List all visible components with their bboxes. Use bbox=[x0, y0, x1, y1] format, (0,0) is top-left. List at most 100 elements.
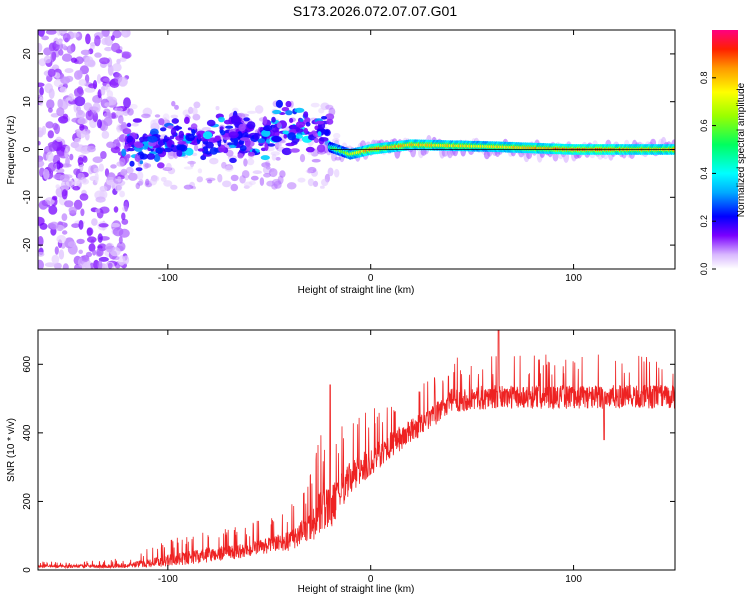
spectrogram-cell bbox=[283, 134, 288, 139]
spectrogram-cell bbox=[61, 53, 73, 62]
spectrogram-cell bbox=[169, 135, 175, 140]
spectrogram-cell bbox=[38, 140, 41, 146]
spectrogram-cell bbox=[275, 156, 281, 161]
colorbar-tick-label: 0.4 bbox=[699, 167, 709, 180]
spectrogram-cell bbox=[243, 158, 248, 167]
spectrogram-cell bbox=[43, 55, 52, 64]
spectrogram-cell bbox=[95, 196, 106, 203]
spectrogram-cell bbox=[94, 172, 99, 184]
spectrogram-cell bbox=[184, 147, 194, 156]
spectrogram-cell bbox=[45, 30, 57, 35]
spectrogram-cell bbox=[153, 153, 161, 163]
spectrogram-cell bbox=[193, 101, 201, 109]
spectrogram-cell bbox=[303, 127, 309, 134]
spectrogram-cell bbox=[147, 135, 158, 143]
spectrogram-cell bbox=[38, 200, 48, 210]
spectrogram-cell bbox=[126, 154, 131, 159]
spectrogram-xlabel: Height of straight line (km) bbox=[298, 285, 415, 296]
spectrogram-cell bbox=[86, 227, 94, 236]
spectrogram-ytick-label: -20 bbox=[22, 237, 33, 252]
spectrogram-cell bbox=[197, 168, 203, 174]
spectrogram-cell bbox=[119, 57, 127, 62]
spectrogram-cell bbox=[107, 64, 114, 76]
spectrogram-cell bbox=[230, 183, 239, 192]
spectrogram-cell bbox=[73, 168, 80, 176]
spectrogram-cell bbox=[132, 118, 142, 123]
spectrogram-cell bbox=[43, 168, 50, 180]
spectrogram-cell bbox=[76, 127, 87, 139]
spectrogram-cell bbox=[307, 178, 314, 187]
snr-axes: -100 0 100 0 200 400 600 bbox=[22, 330, 675, 585]
spectrogram-cell bbox=[96, 74, 102, 84]
spectrogram-cell bbox=[318, 107, 325, 114]
spectrogram-cell bbox=[325, 113, 335, 121]
spectrogram-cell bbox=[144, 163, 152, 169]
spectrogram-cell bbox=[240, 113, 250, 118]
spectrogram-cell bbox=[183, 184, 194, 190]
spectrogram-cell bbox=[97, 119, 102, 129]
spectrogram-cell bbox=[295, 121, 306, 128]
spectrogram-cell bbox=[47, 130, 54, 139]
spectrogram-cell bbox=[62, 113, 68, 120]
spectrogram-cell bbox=[43, 47, 52, 56]
spectrogram-cell bbox=[279, 170, 286, 178]
spectrogram-cell bbox=[88, 59, 96, 68]
spectrogram-cell bbox=[38, 42, 43, 53]
spectrogram-cell bbox=[159, 139, 164, 147]
spectrogram-cell bbox=[141, 113, 151, 119]
spectrogram-cell bbox=[66, 45, 75, 54]
colorbar: 0.0 0.2 0.4 0.6 0.8 Normalized spectral ampl… bbox=[699, 30, 747, 275]
spectrogram-cell bbox=[49, 221, 59, 230]
spectrogram-cell bbox=[98, 223, 109, 228]
spectrogram-cell bbox=[138, 136, 149, 143]
spectrogram-cell bbox=[82, 155, 88, 163]
spectrogram-cell bbox=[64, 200, 74, 208]
spectrogram-cell bbox=[150, 175, 160, 182]
spectrogram-cell bbox=[38, 159, 45, 168]
spectrogram-cell bbox=[46, 99, 55, 109]
spectrogram-cell bbox=[327, 167, 334, 177]
spectrogram-cell bbox=[131, 122, 139, 127]
spectrogram-cell bbox=[94, 35, 101, 47]
spectrogram-cell bbox=[129, 160, 135, 167]
spectrogram-cell bbox=[275, 142, 282, 148]
spectrogram-cell bbox=[116, 183, 122, 191]
spectrogram-cell bbox=[44, 262, 56, 268]
spectrogram-cell bbox=[218, 116, 225, 123]
spectrogram-cell bbox=[121, 148, 127, 157]
spectrogram-cell bbox=[241, 170, 250, 179]
spectrogram-cell bbox=[185, 133, 195, 142]
spectrogram-cell bbox=[307, 151, 314, 155]
spectrogram-cell bbox=[282, 130, 290, 135]
spectrogram-cell bbox=[97, 260, 103, 269]
spectrogram-cell bbox=[215, 106, 220, 111]
snr-xtick-label: 0 bbox=[368, 574, 374, 585]
spectrogram-cell bbox=[114, 107, 123, 112]
spectrogram-cell bbox=[123, 97, 131, 109]
spectrogram-cell bbox=[38, 251, 45, 257]
spectrogram-cell bbox=[323, 140, 330, 154]
spectrogram-cell bbox=[85, 33, 91, 45]
spectrogram-cell bbox=[206, 179, 213, 184]
spectrogram-cell bbox=[122, 30, 127, 37]
spectrogram-cell bbox=[239, 145, 247, 152]
spectrogram-cell bbox=[272, 109, 282, 115]
spectrogram-cell bbox=[46, 151, 54, 162]
spectrogram-cell bbox=[54, 123, 60, 135]
spectrogram-cell bbox=[275, 99, 283, 108]
spectrogram-cell bbox=[285, 142, 296, 147]
spectrogram-cell bbox=[56, 136, 62, 142]
spectrogram-xtick-label: 100 bbox=[565, 273, 582, 284]
spectrogram-cell bbox=[119, 157, 126, 167]
spectrogram-cell bbox=[209, 157, 219, 165]
spectrogram-cell bbox=[61, 189, 68, 200]
spectrogram-cell bbox=[276, 122, 282, 129]
spectrogram-cell bbox=[76, 238, 85, 245]
spectrogram-cell bbox=[263, 173, 272, 178]
colorbar-tick-label: 0.0 bbox=[699, 263, 709, 276]
spectrogram-cell bbox=[120, 168, 128, 176]
spectrogram-cell bbox=[74, 137, 81, 144]
spectrogram-cell bbox=[246, 158, 255, 166]
spectrogram-cell bbox=[51, 254, 60, 264]
